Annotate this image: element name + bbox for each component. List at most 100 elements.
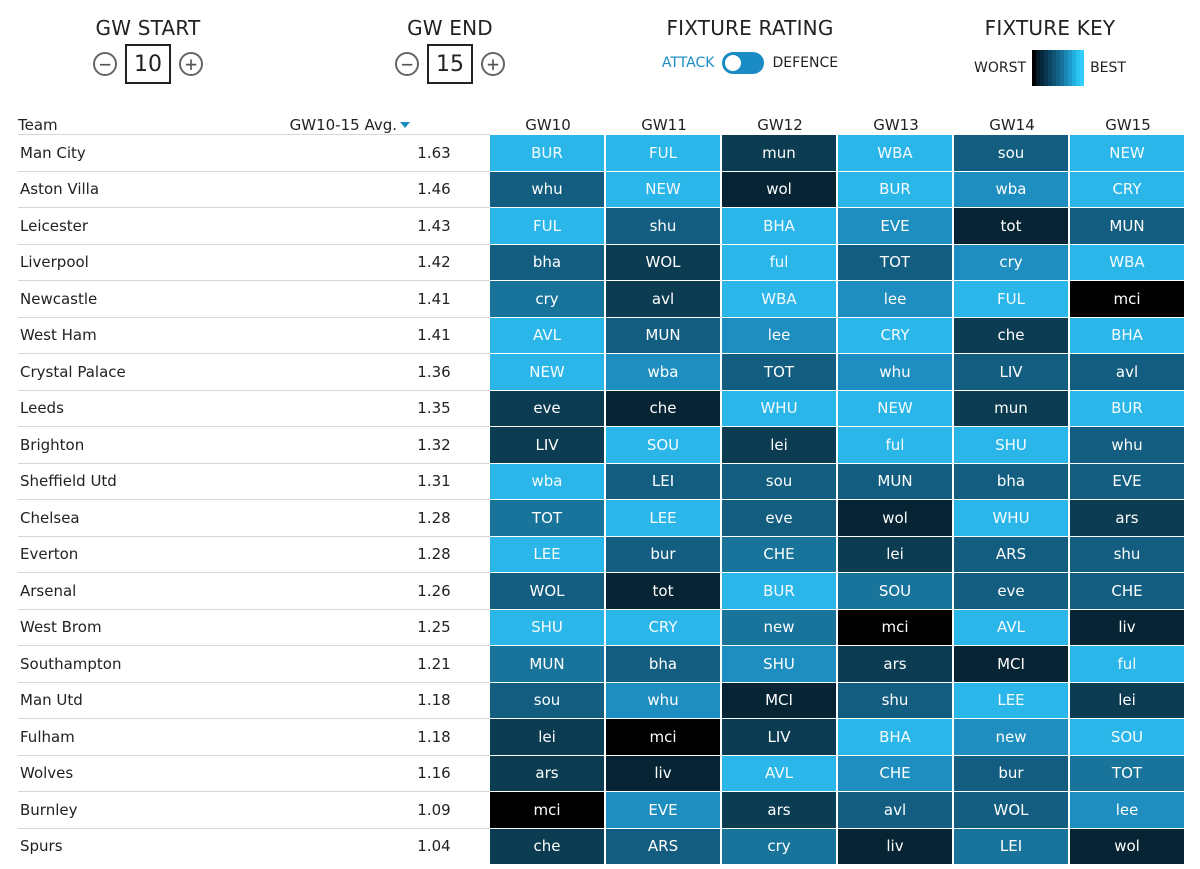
fixture-cell: SHU	[954, 426, 1070, 463]
fixture-cell: mci	[490, 791, 606, 828]
key-swatch	[1064, 50, 1069, 86]
gw-end-decrement-button[interactable]: −	[395, 52, 419, 76]
avg-rating: 1.09	[228, 791, 490, 828]
avg-column-header[interactable]: GW10-15 Avg.	[228, 110, 420, 134]
avg-rating: 1.28	[228, 535, 490, 573]
fixture-cell: sou	[722, 462, 838, 499]
gw-end-stepper: − 15 +	[388, 44, 512, 84]
fixture-rating-title: FIXTURE RATING	[666, 16, 834, 40]
fixture-cell: wol	[1070, 827, 1186, 864]
fixture-cell: whu	[838, 353, 954, 390]
attack-defence-toggle[interactable]	[722, 52, 765, 74]
fixture-cell: whu	[606, 681, 722, 718]
fixture-cell: mun	[722, 134, 838, 171]
fixture-cell: LIV	[490, 426, 606, 463]
fixture-cell: lee	[722, 316, 838, 353]
table-row: Chelsea 1.28 TOT LEE eve wol WHU ars	[18, 499, 1186, 536]
fixture-cell: TOT	[1070, 754, 1186, 791]
fixture-cell: bur	[606, 535, 722, 572]
attack-label[interactable]: ATTACK	[661, 55, 715, 71]
avg-rating: 1.31	[228, 462, 490, 500]
gw-start-stepper: − 10 +	[88, 44, 208, 84]
key-swatch	[1044, 50, 1049, 86]
table-row: Crystal Palace 1.36 NEW wba TOT whu LIV avl	[18, 353, 1186, 390]
table-row: Leicester 1.43 FUL shu BHA EVE tot MUN	[18, 207, 1186, 244]
fixture-cell: SHU	[722, 645, 838, 682]
fixture-cell: sou	[490, 681, 606, 718]
gw-column-header[interactable]: GW14	[989, 116, 1035, 134]
avg-rating: 1.36	[228, 353, 490, 390]
fixture-cell: MCI	[722, 681, 838, 718]
fixture-cell: ars	[838, 645, 954, 682]
fixture-cell: new	[722, 608, 838, 645]
fixture-cell: WBA	[838, 134, 954, 171]
team-name: Wolves	[18, 754, 228, 792]
gw-start-value[interactable]: 10	[125, 44, 171, 84]
gw-start-increment-button[interactable]: +	[179, 52, 203, 76]
gw-column-header[interactable]: GW10	[525, 116, 571, 134]
table-header-row: Team GW10-15 Avg. GW10 GW11 GW12 GW13 GW…	[18, 110, 1186, 134]
team-name: Sheffield Utd	[18, 462, 228, 500]
team-name: Everton	[18, 535, 228, 573]
team-name: Aston Villa	[18, 170, 228, 208]
fixture-cell: BHA	[838, 718, 954, 755]
avg-rating: 1.46	[228, 170, 490, 208]
avg-rating: 1.63	[228, 134, 490, 171]
avg-rating: 1.21	[228, 645, 490, 682]
table-row: West Brom 1.25 SHU CRY new mci AVL liv	[18, 608, 1186, 646]
fixture-cell: WOL	[490, 572, 606, 609]
gw-column-header[interactable]: GW12	[757, 116, 803, 134]
defence-label[interactable]: DEFENCE	[772, 55, 839, 71]
fixture-cell: liv	[838, 827, 954, 864]
avg-rating: 1.04	[228, 827, 490, 865]
fixture-cell: mci	[1070, 280, 1186, 317]
fixture-cell: liv	[606, 754, 722, 791]
team-name: Burnley	[18, 791, 228, 828]
avg-rating: 1.41	[228, 316, 490, 354]
fixture-cell: CRY	[606, 608, 722, 645]
fixture-cell: AVL	[490, 316, 606, 353]
fixture-cell: che	[490, 827, 606, 864]
team-column-header[interactable]: Team	[18, 116, 58, 134]
gw-end-value[interactable]: 15	[427, 44, 473, 84]
table-row: Fulham 1.18 lei mci LIV BHA new SOU	[18, 718, 1186, 755]
key-swatch	[1076, 50, 1081, 86]
fixture-key-gradient	[1032, 50, 1085, 86]
table-row: Spurs 1.04 che ARS cry liv LEI wol	[18, 827, 1186, 865]
fixture-cell: LIV	[722, 718, 838, 755]
team-name: Brighton	[18, 426, 228, 463]
gw-column-header[interactable]: GW11	[641, 116, 687, 134]
fixture-table: Team GW10-15 Avg. GW10 GW11 GW12 GW13 GW…	[18, 110, 1186, 864]
key-swatch	[1036, 50, 1041, 86]
key-swatch	[1060, 50, 1065, 86]
fixture-cell: cry	[954, 243, 1070, 280]
gw-start-decrement-button[interactable]: −	[93, 52, 117, 76]
fixture-cell: BHA	[722, 207, 838, 244]
team-name: Arsenal	[18, 572, 228, 609]
fixture-cell: CRY	[838, 316, 954, 353]
gw-column-header[interactable]: GW13	[873, 116, 919, 134]
fixture-cell: CHE	[722, 535, 838, 572]
team-name: Fulham	[18, 718, 228, 755]
fixture-cell: NEW	[490, 353, 606, 390]
fixture-cell: AVL	[722, 754, 838, 791]
avg-rating: 1.25	[228, 608, 490, 646]
fixture-cell: wba	[606, 353, 722, 390]
fixture-cell: WOL	[954, 791, 1070, 828]
fixture-cell: FUL	[954, 280, 1070, 317]
fixture-cell: bha	[490, 243, 606, 280]
avg-header-label: GW10-15 Avg.	[289, 116, 397, 134]
fixture-cell: avl	[1070, 353, 1186, 390]
fixture-cell: BUR	[838, 170, 954, 207]
fixture-cell: AVL	[954, 608, 1070, 645]
gw-end-increment-button[interactable]: +	[481, 52, 505, 76]
fixture-cell: che	[954, 316, 1070, 353]
table-row: Burnley 1.09 mci EVE ars avl WOL lee	[18, 791, 1186, 828]
fixture-cell: shu	[1070, 535, 1186, 572]
team-name: West Ham	[18, 316, 228, 354]
fixture-cell: NEW	[838, 389, 954, 426]
avg-rating: 1.35	[228, 389, 490, 427]
gw-column-header[interactable]: GW15	[1105, 116, 1151, 134]
table-row: Newcastle 1.41 cry avl WBA lee FUL mci	[18, 280, 1186, 317]
avg-rating: 1.42	[228, 243, 490, 281]
